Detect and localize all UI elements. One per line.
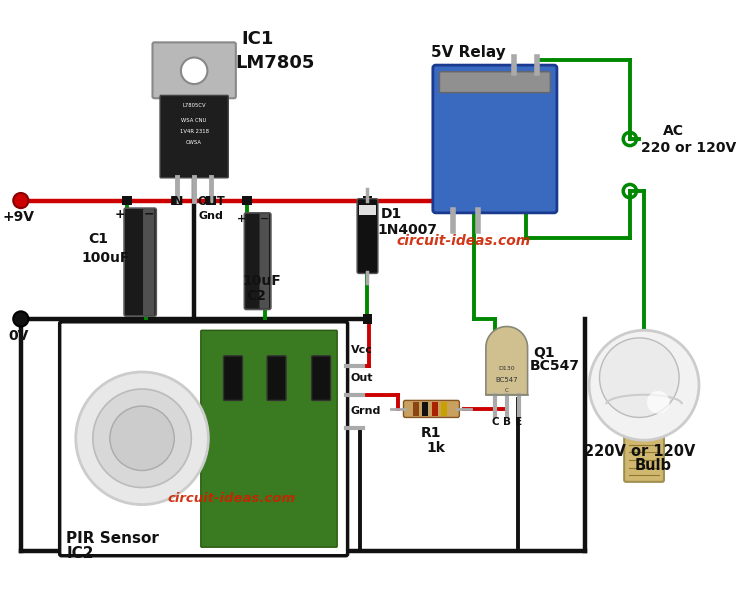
Bar — [422, 402, 428, 416]
Text: Grnd: Grnd — [350, 406, 381, 416]
Text: 1V4R 2318: 1V4R 2318 — [180, 129, 208, 134]
Text: E: E — [515, 417, 523, 427]
FancyBboxPatch shape — [60, 322, 347, 556]
Bar — [359, 205, 376, 215]
Text: C1: C1 — [88, 232, 108, 246]
Bar — [363, 314, 372, 323]
FancyBboxPatch shape — [152, 43, 236, 98]
Text: Gnd: Gnd — [199, 211, 224, 221]
Text: R1: R1 — [421, 427, 441, 440]
FancyBboxPatch shape — [311, 356, 331, 400]
Text: 5V Relay: 5V Relay — [431, 46, 506, 61]
FancyBboxPatch shape — [201, 331, 337, 547]
Bar — [173, 196, 182, 205]
FancyBboxPatch shape — [267, 356, 286, 400]
Text: BC547: BC547 — [495, 377, 518, 383]
Text: C: C — [492, 417, 499, 427]
FancyBboxPatch shape — [433, 65, 557, 213]
Circle shape — [110, 406, 174, 470]
Text: CWSA: CWSA — [186, 140, 202, 145]
Text: 220V or 120V: 220V or 120V — [583, 444, 695, 459]
Text: IN: IN — [170, 195, 185, 208]
Bar — [441, 402, 447, 416]
Bar — [432, 402, 438, 416]
FancyBboxPatch shape — [403, 400, 459, 418]
Text: OUT: OUT — [197, 195, 225, 208]
Text: +: + — [237, 214, 247, 224]
Text: D130: D130 — [498, 365, 515, 371]
FancyBboxPatch shape — [160, 95, 229, 178]
Text: IC2: IC2 — [66, 546, 94, 561]
Text: IC1: IC1 — [241, 30, 274, 48]
Circle shape — [13, 193, 28, 208]
FancyBboxPatch shape — [244, 213, 271, 310]
FancyBboxPatch shape — [223, 356, 243, 400]
Text: B: B — [503, 417, 511, 427]
Circle shape — [75, 372, 208, 505]
FancyBboxPatch shape — [124, 208, 156, 316]
Text: Vcc: Vcc — [350, 345, 372, 355]
Text: C: C — [505, 388, 509, 394]
Text: 1N4007: 1N4007 — [377, 223, 437, 236]
Text: −: − — [259, 214, 269, 224]
Text: L7805CV: L7805CV — [182, 103, 206, 109]
Text: WSA CNU: WSA CNU — [182, 118, 207, 122]
Bar — [413, 402, 418, 416]
Text: AC: AC — [663, 124, 684, 139]
Circle shape — [589, 331, 699, 440]
Circle shape — [181, 58, 208, 84]
Text: C2: C2 — [247, 289, 266, 303]
Text: D1: D1 — [381, 206, 402, 221]
Text: Bulb: Bulb — [635, 458, 672, 473]
FancyBboxPatch shape — [143, 209, 155, 315]
Bar — [123, 196, 131, 205]
Text: PIR Sensor: PIR Sensor — [66, 531, 159, 546]
Text: 100uF: 100uF — [81, 251, 130, 265]
Text: 10uF: 10uF — [243, 274, 281, 288]
Bar — [363, 196, 372, 205]
Text: +9V: +9V — [3, 211, 35, 224]
Text: BC547: BC547 — [530, 359, 580, 373]
Text: circuit-ideas.com: circuit-ideas.com — [168, 493, 296, 505]
Circle shape — [647, 391, 669, 413]
Text: 0V: 0V — [9, 329, 29, 343]
FancyBboxPatch shape — [259, 214, 269, 308]
Circle shape — [600, 338, 679, 418]
Text: −: − — [143, 208, 154, 221]
FancyBboxPatch shape — [357, 199, 378, 274]
Circle shape — [93, 389, 191, 488]
Text: 220 or 120V: 220 or 120V — [641, 142, 737, 155]
FancyBboxPatch shape — [624, 436, 664, 482]
Text: circuit-ideas.com: circuit-ideas.com — [397, 234, 531, 248]
Bar — [243, 196, 252, 205]
Polygon shape — [486, 326, 527, 395]
Text: 1k: 1k — [427, 440, 445, 455]
Bar — [206, 196, 216, 205]
Text: Q1: Q1 — [533, 346, 555, 360]
Bar — [445, 196, 455, 205]
Text: Out: Out — [350, 373, 373, 383]
FancyBboxPatch shape — [439, 72, 551, 92]
Text: LM7805: LM7805 — [235, 54, 314, 72]
Circle shape — [13, 311, 28, 326]
Text: +: + — [115, 208, 125, 221]
